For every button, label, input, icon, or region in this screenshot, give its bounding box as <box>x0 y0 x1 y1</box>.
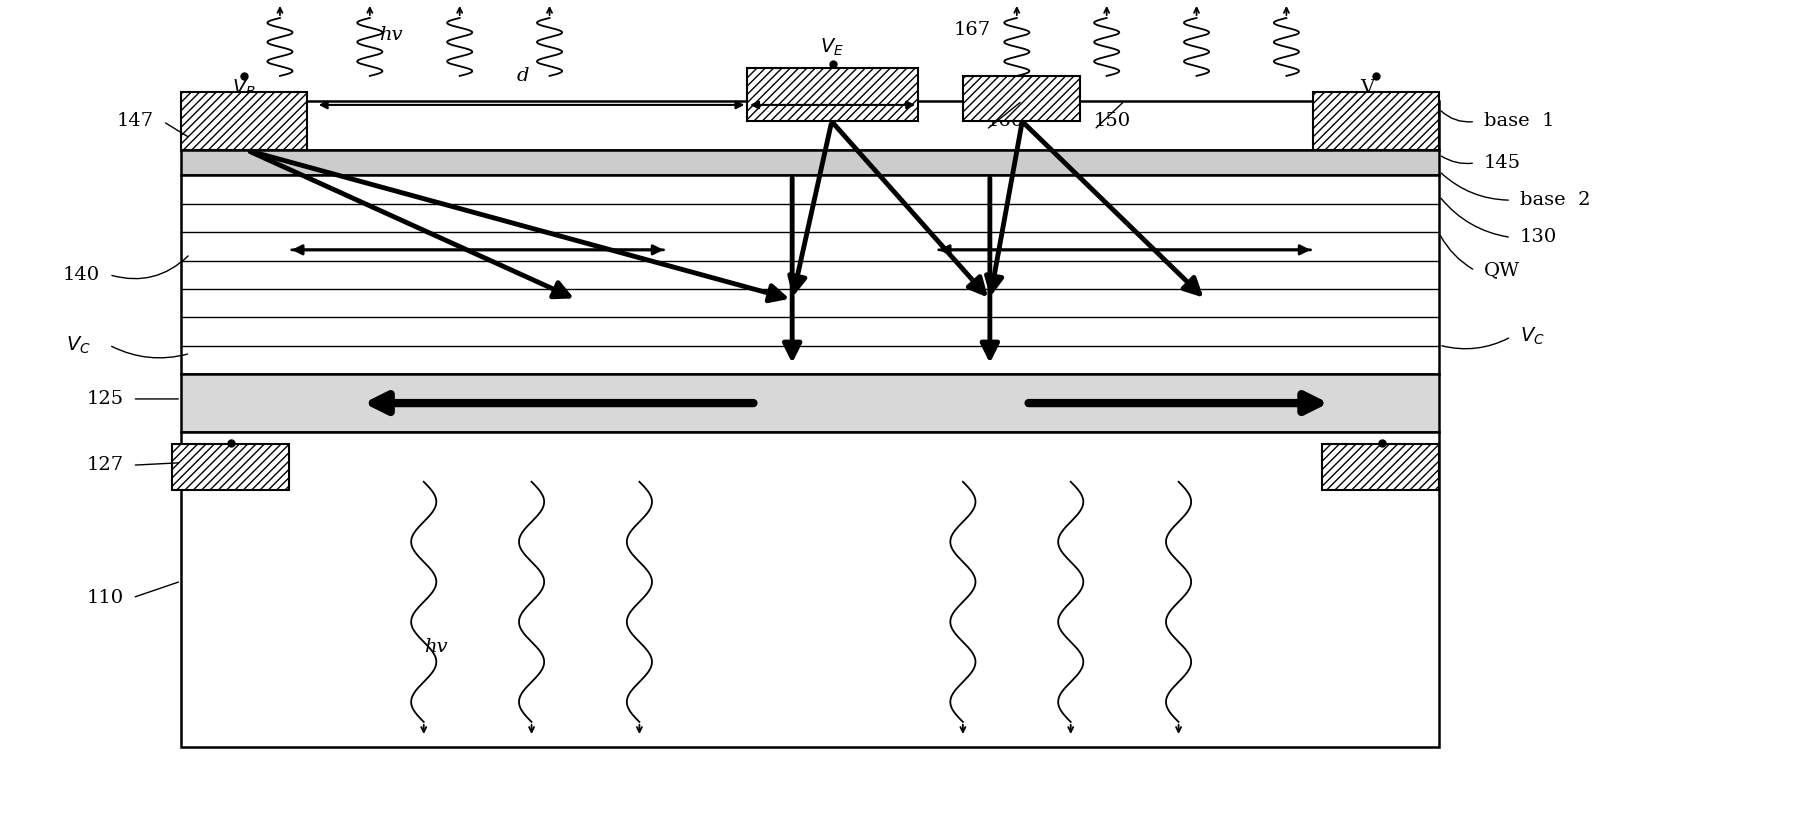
Bar <box>1323 445 1440 490</box>
Text: base  1: base 1 <box>1483 112 1555 130</box>
Text: QW: QW <box>1483 262 1521 279</box>
Bar <box>963 76 1080 121</box>
Text: $V_C$: $V_C$ <box>67 334 92 356</box>
Bar <box>173 445 290 490</box>
Text: 130: 130 <box>1519 229 1557 247</box>
Text: 127: 127 <box>86 456 124 475</box>
Bar <box>182 432 1440 747</box>
Bar <box>182 374 1440 432</box>
Text: 147: 147 <box>117 112 155 130</box>
Bar <box>182 175 1440 374</box>
Bar <box>182 101 1440 150</box>
Bar <box>182 150 1440 175</box>
Text: 125: 125 <box>86 390 124 408</box>
Text: 145: 145 <box>1483 154 1521 172</box>
Bar <box>182 92 308 150</box>
Bar <box>747 67 918 121</box>
Text: d: d <box>517 67 529 85</box>
Text: base  2: base 2 <box>1519 191 1591 209</box>
Text: $V_B$: $V_B$ <box>232 78 256 99</box>
Text: 150: 150 <box>1094 112 1130 130</box>
Text: hv: hv <box>378 26 403 43</box>
Text: $V_E$: $V_E$ <box>819 37 844 57</box>
Text: 167: 167 <box>954 22 992 39</box>
Text: V: V <box>1361 79 1375 97</box>
Text: 160: 160 <box>986 112 1024 130</box>
Text: 140: 140 <box>63 266 101 283</box>
Text: 110: 110 <box>86 588 124 607</box>
Text: w: w <box>774 67 792 85</box>
Bar <box>1314 92 1440 150</box>
Text: hv: hv <box>423 638 446 656</box>
Text: $V_C$: $V_C$ <box>1519 327 1544 347</box>
